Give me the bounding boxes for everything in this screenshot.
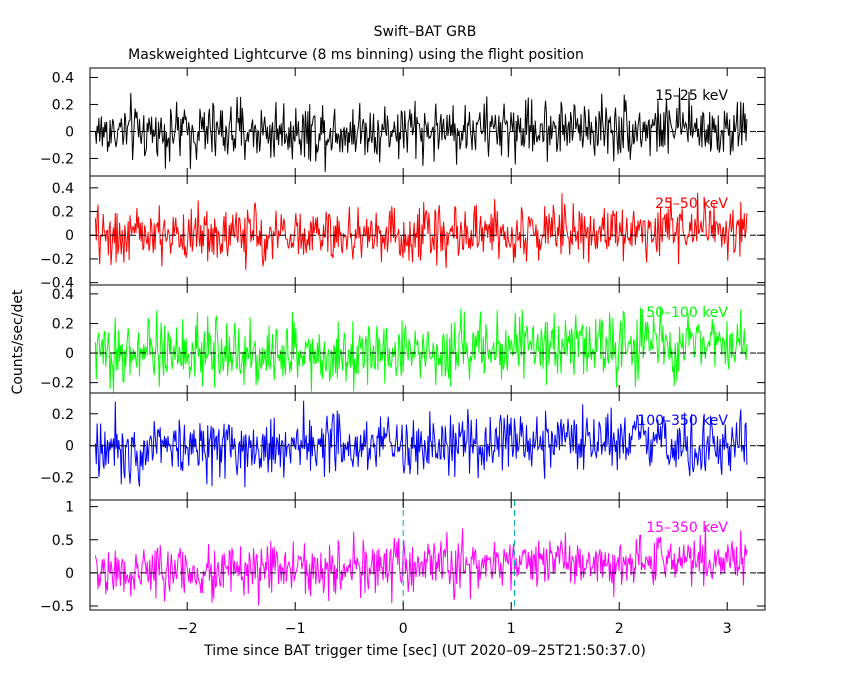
y-tick-label: 0.5: [52, 533, 74, 549]
x-tick-label: −1: [285, 621, 306, 637]
y-tick-label: 0: [65, 566, 74, 582]
y-tick-label: 0.4: [52, 287, 74, 303]
panel-3: −0.2 0 0.2 0.4 50–100 keV: [40, 284, 766, 394]
series-line: [94, 525, 748, 606]
x-axis: −2 −1 0 1 2 3: [177, 621, 732, 637]
x-tick-label: 3: [723, 621, 732, 637]
y-tick-label: 0.2: [52, 97, 74, 113]
y-tick-label: −0.4: [40, 276, 74, 292]
band-label: 15–25 keV: [655, 88, 728, 104]
panel-4: −0.2 0 0.2 100–350 keV: [40, 392, 766, 501]
panels-group: −0.2 0 0.2 0.4 15–25 keV −0.4 −0.2 0 0.2 0.4 25–50…: [40, 67, 766, 615]
band-label: 50–100 keV: [646, 305, 728, 321]
series-line: [94, 87, 748, 172]
x-tick-label: 0: [399, 621, 408, 637]
band-label: 25–50 keV: [655, 196, 728, 212]
x-tick-label: −2: [177, 621, 198, 637]
y-tick-label: −0.2: [40, 471, 74, 487]
x-tick-label: 2: [615, 621, 624, 637]
panel-1: −0.2 0 0.2 0.4 15–25 keV: [40, 67, 766, 177]
y-axis-label: Counts/sec/det: [10, 289, 26, 394]
series-line: [94, 192, 748, 270]
y-tick-label: −0.2: [40, 252, 74, 268]
x-tick-label: 1: [507, 621, 516, 637]
band-label: 15–350 keV: [646, 520, 728, 536]
y-tick-label: −0.2: [40, 376, 74, 392]
y-tick-label: 0.2: [52, 407, 74, 423]
chart-subtitle: Maskweighted Lightcurve (8 ms binning) u…: [128, 47, 584, 63]
panel-2: −0.4 −0.2 0 0.2 0.4 25–50 keV: [40, 175, 766, 292]
y-tick-label: 0.4: [52, 70, 74, 86]
band-label: 100–350 keV: [637, 413, 728, 429]
y-tick-label: 0: [65, 124, 74, 140]
series-line: [94, 400, 748, 488]
panel-frame: [89, 499, 766, 611]
y-tick-label: 1: [65, 500, 74, 516]
panel-5: −0.5 0 0.5 1 15–350 keV: [40, 499, 766, 615]
series-line: [94, 307, 748, 394]
chart-title: Swift–BAT GRB: [374, 24, 477, 40]
y-tick-label: 0.4: [52, 181, 74, 197]
y-tick-label: 0: [65, 228, 74, 244]
y-tick-label: −0.2: [40, 151, 74, 167]
y-tick-label: 0.2: [52, 316, 74, 332]
y-tick-label: −0.5: [40, 599, 74, 615]
y-tick-label: 0: [65, 346, 74, 362]
y-tick-label: 0.2: [52, 205, 74, 221]
y-tick-label: 0: [65, 439, 74, 455]
x-axis-label: Time since BAT trigger time [sec] (UT 20…: [203, 643, 646, 659]
